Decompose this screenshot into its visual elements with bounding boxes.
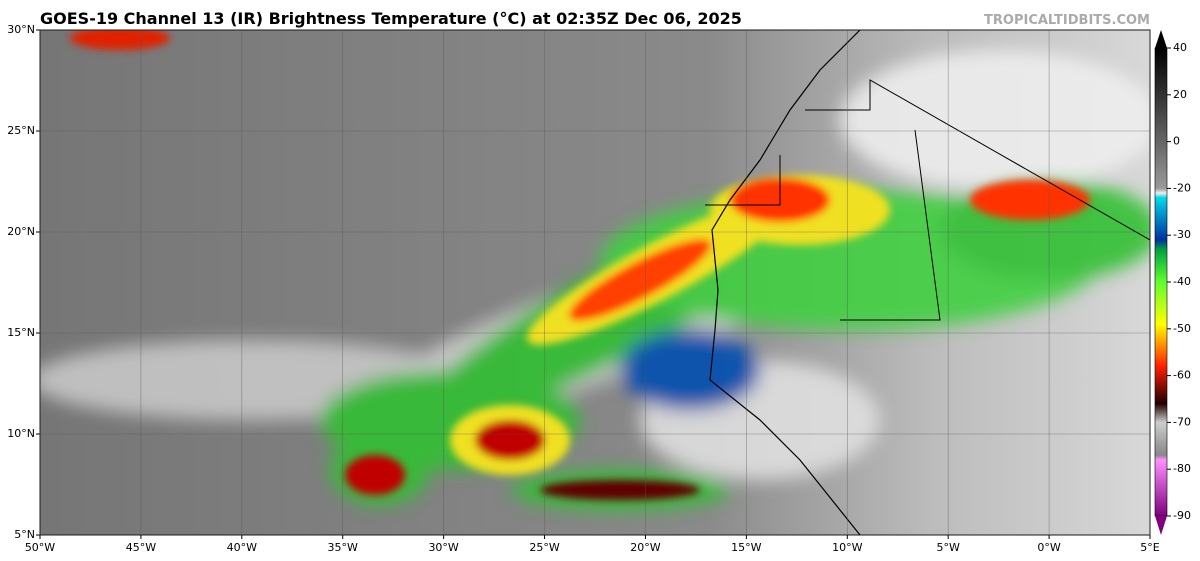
colorbar-label: -20 (1173, 181, 1191, 194)
lon-label: 40°W (227, 541, 257, 554)
lat-label: 20°N (7, 225, 35, 238)
lon-label: 0°W (1037, 541, 1060, 554)
colorbar-label: -30 (1173, 228, 1191, 241)
colorbar-label: -60 (1173, 369, 1191, 382)
lon-label: 50°W (25, 541, 55, 554)
colorbar-label: -80 (1173, 462, 1191, 475)
lon-label: 5°E (1140, 541, 1159, 554)
colorbar-label: 40 (1173, 41, 1187, 54)
colorbar-label: -90 (1173, 509, 1191, 522)
colorbar-label: 20 (1173, 88, 1187, 101)
lon-label: 30°W (428, 541, 458, 554)
lon-label: 15°W (731, 541, 761, 554)
title: GOES-19 Channel 13 (IR) Brightness Tempe… (40, 9, 742, 28)
colorbar-label: 0 (1173, 135, 1180, 148)
lon-label: 35°W (328, 541, 358, 554)
colorbar-label: -40 (1173, 275, 1191, 288)
lon-label: 10°W (832, 541, 862, 554)
satellite-image (40, 30, 1150, 535)
lon-label: 5°W (936, 541, 959, 554)
lat-label: 30°N (7, 23, 35, 36)
lat-label: 10°N (7, 427, 35, 440)
colorbar-label: -70 (1173, 415, 1191, 428)
watermark: TROPICALTIDBITS.COM (984, 13, 1150, 28)
lon-label: 20°W (630, 541, 660, 554)
lat-label: 25°N (7, 124, 35, 137)
colorbar-label: -50 (1173, 322, 1191, 335)
lon-label: 25°W (529, 541, 559, 554)
lat-label: 5°N (14, 528, 35, 541)
lon-label: 45°W (126, 541, 156, 554)
lat-label: 15°N (7, 326, 35, 339)
